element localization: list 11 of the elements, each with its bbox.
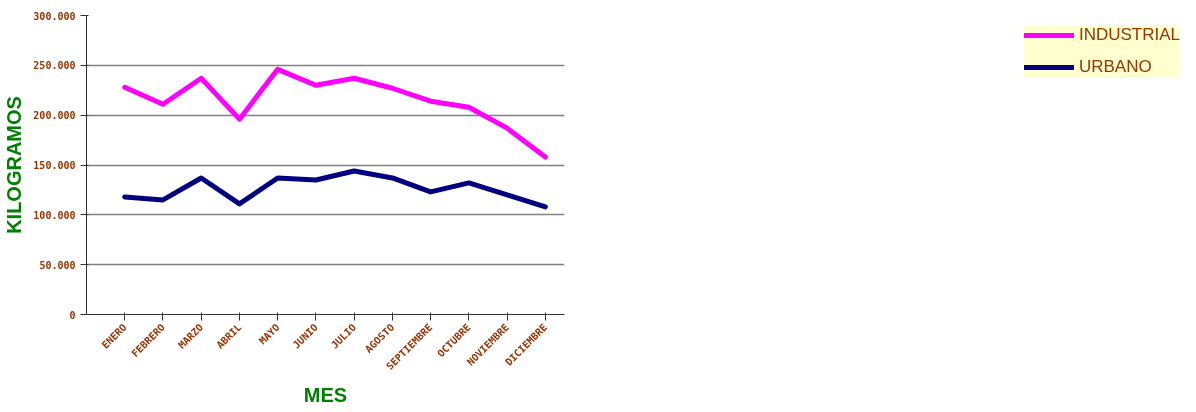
y-tick-label: 200.000 bbox=[33, 110, 76, 122]
y-tick-label: 300.000 bbox=[33, 10, 76, 22]
y-tick-label: 0 bbox=[69, 309, 76, 321]
legend-label: URBANO bbox=[1078, 57, 1152, 77]
y-axis-title: KILOGRAMOS bbox=[3, 96, 26, 234]
x-axis-title: MES bbox=[303, 383, 348, 406]
y-tick-label: 250.000 bbox=[33, 60, 76, 72]
legend-label: INDUSTRIAL bbox=[1078, 25, 1180, 45]
y-tick-label: 100.000 bbox=[33, 209, 76, 221]
y-tick-label: 50.000 bbox=[39, 259, 76, 271]
y-tick-label: 150.000 bbox=[33, 160, 76, 171]
